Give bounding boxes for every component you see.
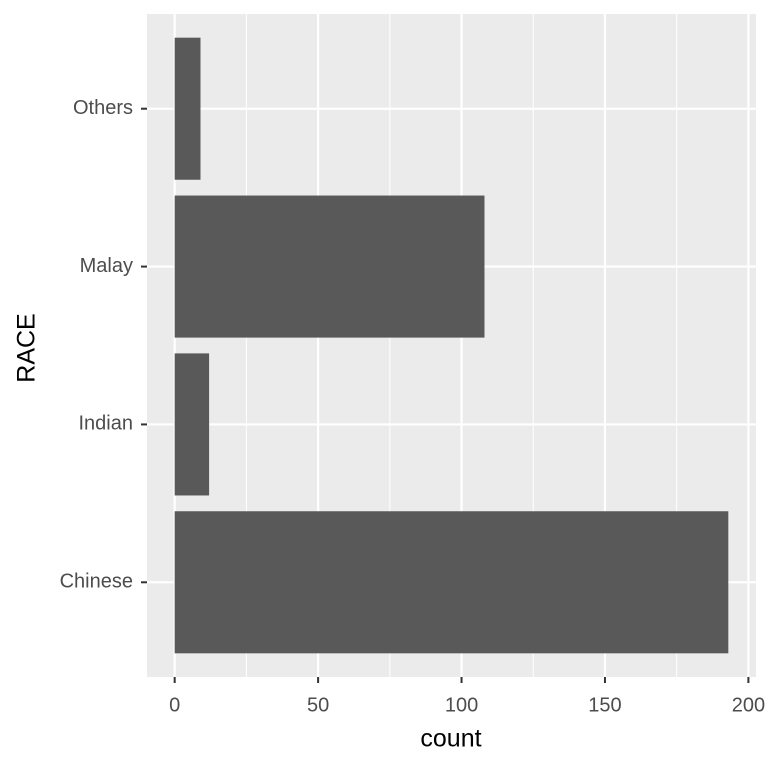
y-tick-label: Chinese: [60, 571, 133, 593]
bar: [174, 37, 201, 180]
x-tick-label: 0: [169, 694, 180, 716]
y-axis-title: RACE: [13, 313, 41, 382]
x-tick-label: 100: [445, 694, 478, 716]
y-tick-label: Malay: [80, 255, 133, 277]
y-tick-label: Others: [73, 97, 133, 119]
x-tick-label: 200: [732, 694, 765, 716]
y-tick-label: Indian: [79, 413, 134, 435]
bar: [174, 511, 729, 654]
bar: [174, 353, 210, 496]
x-tick-label: 50: [307, 694, 329, 716]
x-tick-label: 150: [588, 694, 621, 716]
axes: 0 50 100 150 200 Chinese Indian Malay Others: [60, 97, 765, 716]
x-axis-title: count: [420, 725, 481, 753]
bar: [174, 195, 485, 338]
bars: [174, 37, 729, 654]
